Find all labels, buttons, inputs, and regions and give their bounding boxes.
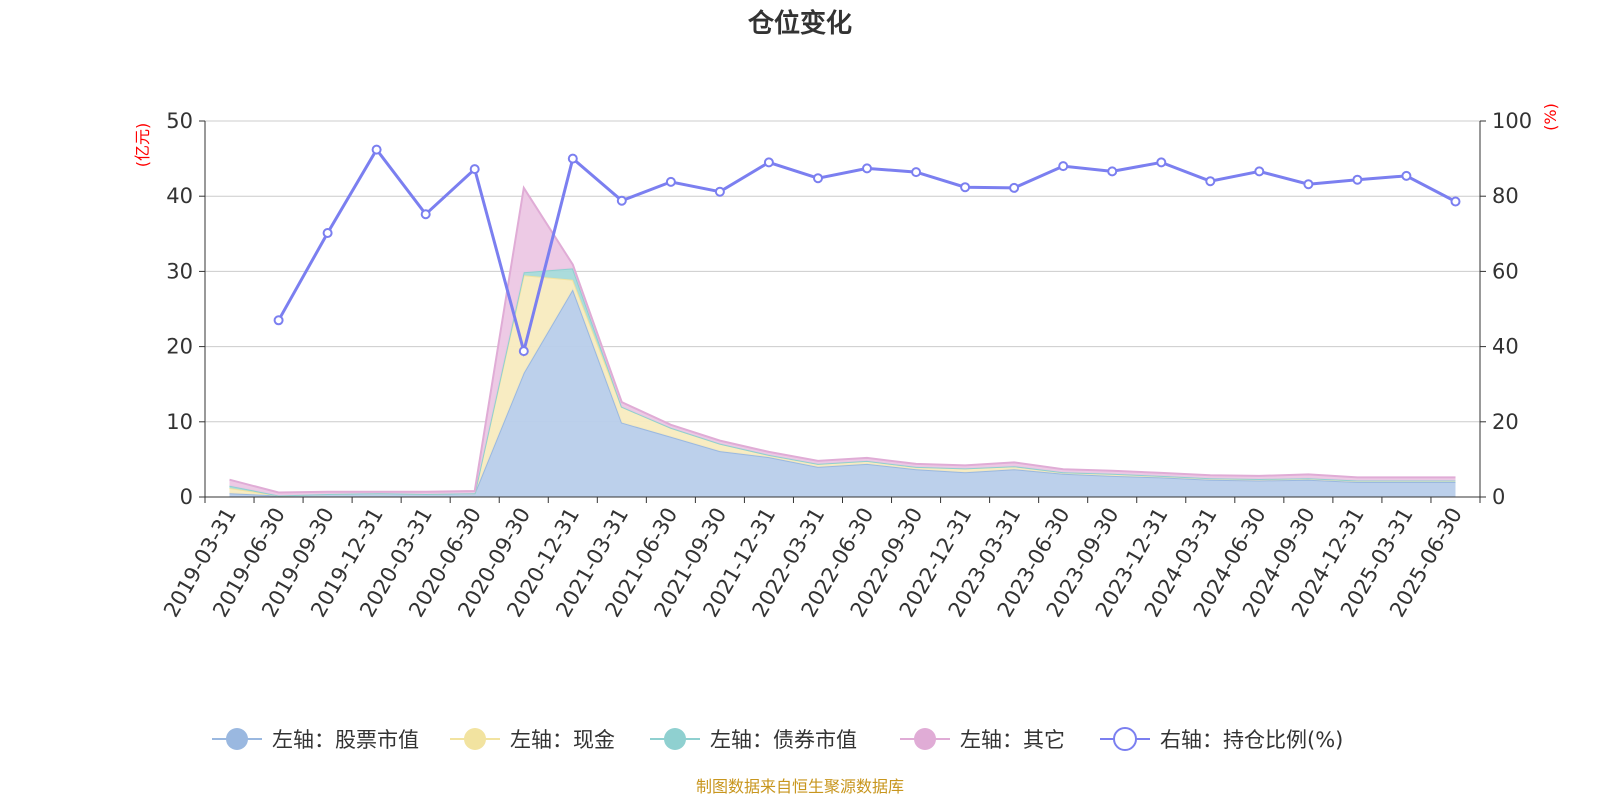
area-edge-series-3 <box>229 185 1456 494</box>
ratio-line-layer <box>273 144 1461 358</box>
left-tick-label: 30 <box>166 259 193 283</box>
grid <box>205 120 1480 423</box>
ratio-point <box>273 315 284 326</box>
legend-label-2: 左轴：债券市值 <box>710 728 857 752</box>
ratio-point <box>665 176 676 187</box>
ratio-point <box>1352 174 1363 185</box>
ratio-point <box>567 153 578 164</box>
ratio-point <box>1401 170 1412 181</box>
ratio-point <box>469 164 480 175</box>
legend-marker-0 <box>226 728 248 750</box>
ratio-point <box>420 209 431 220</box>
ratio-point <box>1254 166 1265 177</box>
right-tick-label: 100 <box>1492 109 1532 133</box>
ratio-point <box>1205 176 1216 187</box>
ratio-point <box>813 173 823 184</box>
stacked-areas <box>229 185 1456 497</box>
ratio-point <box>1009 182 1020 193</box>
area-series-3 <box>229 187 1456 496</box>
ratio-point <box>763 157 774 168</box>
left-tick-label: 0 <box>180 485 193 509</box>
left-tick-label: 50 <box>166 109 193 133</box>
ratio-point <box>1107 166 1118 177</box>
source-note: 制图数据来自恒生聚源数据库 <box>696 777 904 796</box>
ratio-point <box>714 186 725 197</box>
right-axis-unit: (%) <box>1541 103 1560 131</box>
legend-marker-3 <box>914 728 936 750</box>
axes: 010203040500204060801002019-03-312019-06… <box>159 109 1532 621</box>
ratio-point <box>1156 157 1167 168</box>
ratio-point <box>911 167 922 178</box>
right-tick-label: 40 <box>1492 335 1519 359</box>
area-series-0 <box>229 289 1456 497</box>
legend-label-1: 左轴：现金 <box>510 728 615 752</box>
ratio-point <box>322 228 333 238</box>
legend-marker-4 <box>1113 727 1137 751</box>
legend-marker-1 <box>464 728 486 750</box>
ratio-point <box>862 163 872 174</box>
legend: 左轴：股票市值 左轴：现金 左轴：债券市值 左轴：其它 右轴：持仓比例(%) <box>212 727 1343 752</box>
left-tick-label: 20 <box>166 335 193 359</box>
legend-label-4: 右轴：持仓比例(%) <box>1160 728 1343 752</box>
right-tick-label: 0 <box>1492 485 1505 509</box>
left-axis-unit: (亿元) <box>133 123 152 168</box>
ratio-point <box>616 195 627 206</box>
legend-marker-2 <box>664 728 686 750</box>
right-tick-label: 60 <box>1492 259 1519 283</box>
left-tick-label: 10 <box>166 410 193 434</box>
legend-label-0: 左轴：股票市值 <box>272 728 419 752</box>
ratio-point <box>371 144 382 155</box>
ratio-point <box>1058 161 1069 172</box>
left-tick-label: 40 <box>166 184 193 208</box>
right-tick-label: 80 <box>1492 184 1519 208</box>
ratio-point <box>518 346 529 357</box>
ratio-point <box>1303 179 1314 190</box>
ratio-point <box>1450 196 1461 207</box>
ratio-line <box>277 146 1457 358</box>
chart-title: 仓位变化 <box>747 8 852 39</box>
ratio-point <box>960 182 971 193</box>
legend-label-3: 左轴：其它 <box>960 728 1065 752</box>
area-series-1 <box>229 275 1456 496</box>
right-tick-label: 20 <box>1492 410 1519 434</box>
